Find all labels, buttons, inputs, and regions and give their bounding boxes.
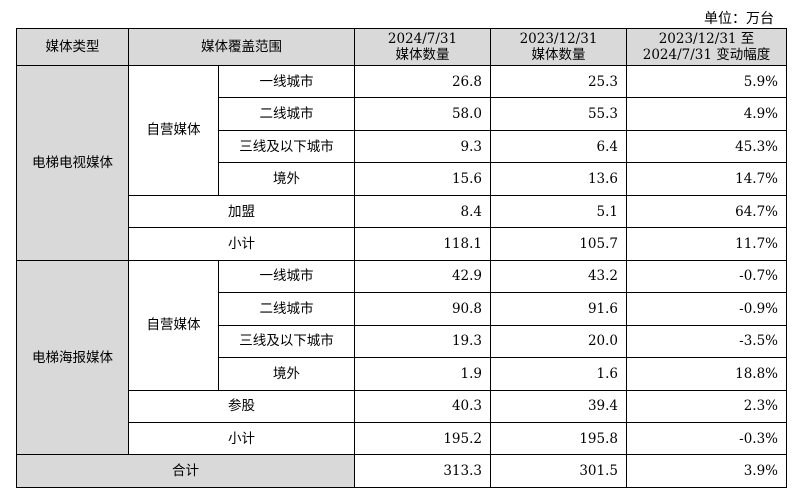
unit-label: 单位：万台: [704, 11, 774, 27]
scope-cell: 境外: [218, 162, 355, 196]
scope-cell: 境外: [218, 357, 355, 391]
count-2024-cell: 118.1: [354, 227, 491, 261]
count-2023-cell: 1.6: [490, 357, 627, 391]
total-change-rate: 3.9%: [626, 454, 787, 488]
change-rate-cell: 45.3%: [626, 129, 787, 164]
table-row: 境外 1.9 1.6 18.8%: [17, 357, 787, 391]
change-rate-cell: 11.7%: [626, 227, 787, 261]
header-change-rate: 2023/12/31 至 2024/7/31 变动幅度: [626, 28, 787, 66]
count-2024-cell: 15.6: [354, 162, 491, 196]
table-row: 境外 15.6 13.6 14.7%: [17, 162, 787, 196]
header-count-2024-label: 媒体数量: [395, 47, 450, 63]
scope-cell: 加盟: [128, 194, 355, 229]
media-count-table: 媒体类型 媒体覆盖范围 2024/7/31 媒体数量 2023/12/31 媒体…: [16, 28, 787, 488]
change-rate-cell: 2.3%: [626, 389, 787, 423]
count-2024-cell: 8.4: [354, 194, 491, 229]
header-coverage-scope: 媒体覆盖范围: [128, 28, 355, 66]
scope-cell: 一线城市: [218, 259, 355, 294]
total-row: 合计 313.3 301.5 3.9%: [16, 454, 787, 488]
scope-cell: 二线城市: [218, 97, 355, 131]
count-2024-cell: 26.8: [354, 64, 491, 99]
table-row: 三线及以下城市 19.3 20.0 -3.5%: [17, 324, 787, 359]
media-type-cell: 电梯电视媒体: [16, 65, 129, 261]
change-rate-cell: -0.3%: [626, 421, 787, 456]
table-row: 二线城市 58.0 55.3 4.9%: [17, 97, 787, 131]
count-2023-cell: 20.0: [490, 324, 627, 359]
scope-cell: 一线城市: [218, 64, 355, 99]
header-count-2024: 2024/7/31 媒体数量: [354, 28, 491, 66]
total-count-2024: 313.3: [354, 454, 491, 488]
change-rate-cell: -0.9%: [626, 292, 787, 326]
count-2023-cell: 5.1: [490, 194, 627, 229]
count-2023-cell: 6.4: [490, 129, 627, 164]
change-rate-cell: 64.7%: [626, 194, 787, 229]
table-row: 参股 40.3 39.4 2.3%: [17, 389, 787, 423]
change-rate-cell: 5.9%: [626, 64, 787, 99]
sub-group-cell: 自营媒体: [128, 259, 219, 391]
total-count-2023: 301.5: [490, 454, 627, 488]
count-2023-cell: 39.4: [490, 389, 627, 423]
count-2024-cell: 9.3: [354, 129, 491, 164]
change-rate-cell: 18.8%: [626, 357, 787, 391]
table-row: 三线及以下城市 9.3 6.4 45.3%: [17, 129, 787, 164]
table-row: 电梯电视媒体 自营媒体 一线城市 26.8 25.3 5.9%: [16, 64, 787, 261]
table-row: 电梯海报媒体 自营媒体 一线城市 42.9 43.2 -0.7%: [16, 259, 787, 456]
count-2023-cell: 105.7: [490, 227, 627, 261]
header-change-rate-from: 2023/12/31 至: [658, 31, 755, 47]
scope-cell: 参股: [128, 389, 355, 423]
change-rate-cell: -0.7%: [626, 259, 787, 294]
count-2023-cell: 43.2: [490, 259, 627, 294]
total-label: 合计: [16, 454, 355, 488]
scope-cell: 三线及以下城市: [218, 129, 355, 164]
change-rate-cell: 14.7%: [626, 162, 787, 196]
table-row: 加盟 8.4 5.1 64.7%: [17, 194, 787, 229]
header-change-rate-to: 2024/7/31 变动幅度: [642, 47, 771, 63]
header-media-type: 媒体类型: [16, 28, 129, 66]
count-2024-cell: 19.3: [354, 324, 491, 359]
header-count-2023-date: 2023/12/31: [519, 31, 598, 47]
count-2024-cell: 40.3: [354, 389, 491, 423]
count-2024-cell: 90.8: [354, 292, 491, 326]
header-row: 媒体类型 媒体覆盖范围 2024/7/31 媒体数量 2023/12/31 媒体…: [16, 28, 787, 66]
change-rate-cell: -3.5%: [626, 324, 787, 359]
count-2024-cell: 42.9: [354, 259, 491, 294]
subtotal-label: 小计: [128, 227, 355, 261]
count-2023-cell: 55.3: [490, 97, 627, 131]
subtotal-row: 小计 195.2 195.8 -0.3%: [17, 421, 787, 456]
count-2023-cell: 13.6: [490, 162, 627, 196]
count-2024-cell: 195.2: [354, 421, 491, 456]
media-type-cell: 电梯海报媒体: [16, 259, 129, 456]
scope-cell: 二线城市: [218, 292, 355, 326]
header-count-2023-label: 媒体数量: [531, 47, 586, 63]
count-2024-cell: 58.0: [354, 97, 491, 131]
count-2023-cell: 91.6: [490, 292, 627, 326]
count-2023-cell: 25.3: [490, 64, 627, 99]
sub-group-cell: 自营媒体: [128, 65, 219, 196]
subtotal-label: 小计: [128, 421, 355, 456]
subtotal-row: 小计 118.1 105.7 11.7%: [17, 227, 787, 261]
change-rate-cell: 4.9%: [626, 97, 787, 131]
header-count-2023: 2023/12/31 媒体数量: [490, 28, 627, 66]
count-2023-cell: 195.8: [490, 421, 627, 456]
header-count-2024-date: 2024/7/31: [387, 31, 458, 47]
count-2024-cell: 1.9: [354, 357, 491, 391]
table-row: 二线城市 90.8 91.6 -0.9%: [17, 292, 787, 326]
scope-cell: 三线及以下城市: [218, 324, 355, 359]
